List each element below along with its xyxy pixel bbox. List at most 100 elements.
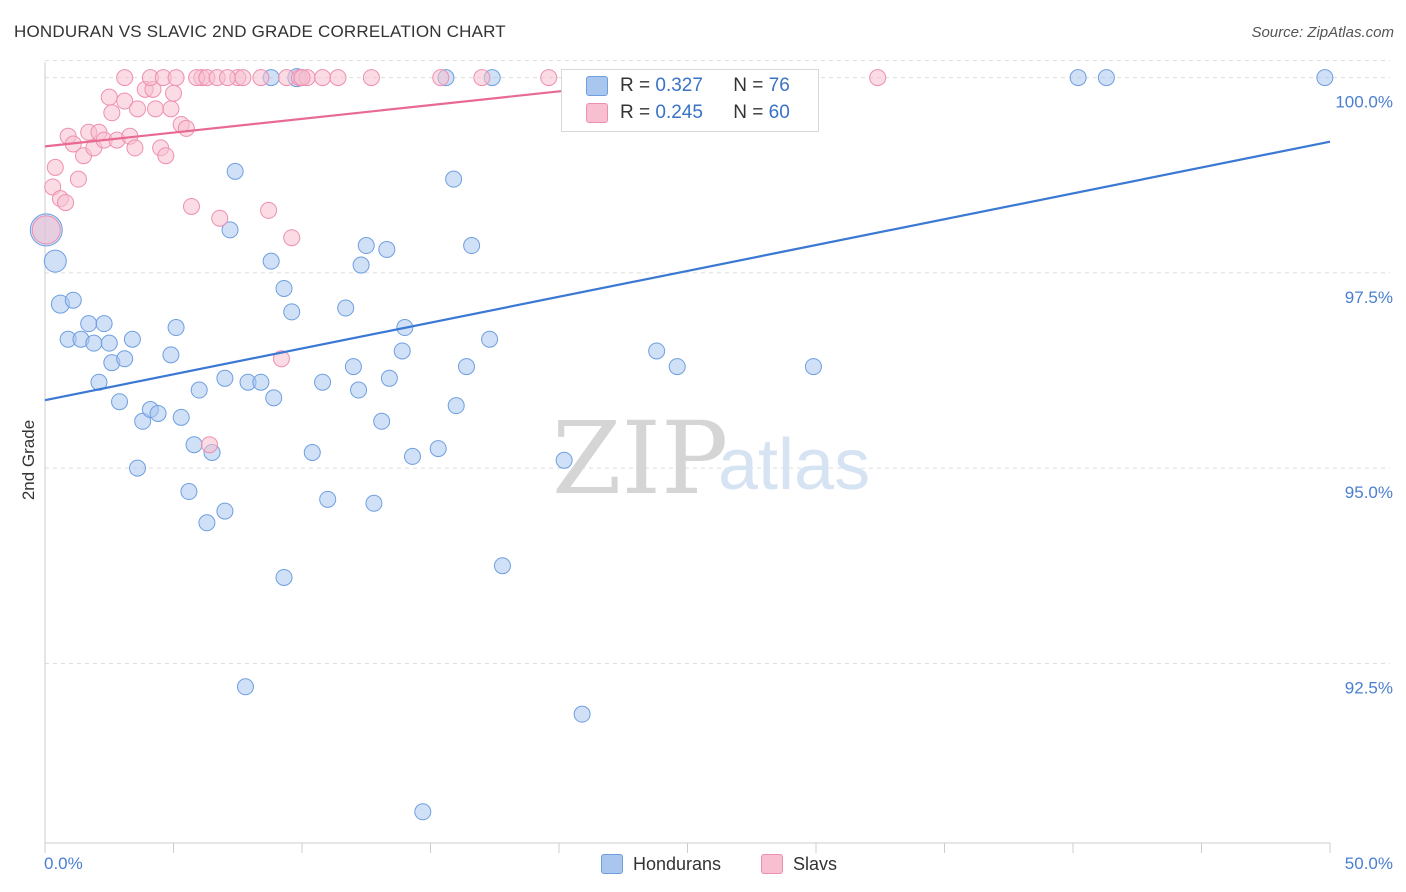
slav-point (314, 69, 332, 87)
honduran-point (463, 237, 481, 255)
slav-point (362, 69, 380, 87)
watermark-atlas: atlas (718, 425, 870, 505)
honduran-point (123, 330, 141, 348)
honduran-point (357, 237, 375, 255)
honduran-point (404, 447, 422, 465)
honduran-point (352, 256, 370, 274)
slav-point (540, 69, 558, 87)
slav-point (272, 350, 290, 368)
honduran-point (1316, 69, 1334, 87)
slav-point (218, 69, 236, 87)
slav-point (432, 69, 450, 87)
grid (45, 60, 1390, 664)
honduran-point (116, 350, 134, 368)
x-tick-label: 50.0% (1345, 854, 1393, 873)
r-label: R = (620, 75, 651, 96)
honduran-point (493, 557, 511, 575)
slav-point (162, 100, 180, 118)
slav-point (31, 215, 61, 245)
slav-point (57, 194, 75, 212)
honduran-point (555, 451, 573, 469)
honduran-point (365, 494, 383, 512)
slav-point (252, 69, 270, 87)
slavs-legend-label: Slavs (793, 853, 838, 874)
slavs-n-value: 60 (768, 102, 790, 123)
honduran-point (149, 404, 167, 422)
honduran-point (221, 221, 239, 239)
honduran-point (162, 346, 180, 364)
axis-labels: 2nd Grade (19, 420, 38, 500)
honduran-point (226, 162, 244, 180)
honduran-point (265, 389, 283, 407)
slav-point (329, 69, 347, 87)
honduran-point (350, 381, 368, 399)
honduran-point (393, 342, 411, 360)
axes: 92.5% 95.0% 97.5% 100.0% 0.0% 50.0% (44, 62, 1393, 873)
y-tick-label: 97.5% (1345, 288, 1393, 307)
honduran-point (573, 705, 591, 723)
honduran-point (429, 440, 447, 458)
honduran-point (275, 568, 293, 586)
honduran-point (447, 397, 465, 415)
slav-point (44, 178, 62, 196)
honduran-point (319, 490, 337, 508)
honduran-point (283, 303, 301, 321)
slav-point (147, 100, 165, 118)
legend-item-hondurans: Hondurans (601, 852, 721, 876)
slav-point (234, 69, 252, 87)
slav-point (100, 88, 118, 106)
honduran-point (172, 408, 190, 426)
honduran-point (378, 240, 396, 258)
slav-point (869, 69, 887, 87)
slav-point (293, 69, 311, 87)
honduran-point (64, 291, 82, 309)
honduran-point (95, 315, 113, 333)
honduran-point (804, 358, 822, 376)
slav-point (129, 100, 147, 118)
slavs-legend-swatch (761, 854, 783, 874)
honduran-point (43, 249, 67, 273)
slav-point (116, 69, 134, 87)
honduran-trend-line (44, 140, 1331, 402)
slav-point (116, 92, 134, 110)
y-tick-label: 92.5% (1345, 678, 1393, 697)
stats-legend: R = 0.327 N = 76 R = 0.245 N = 60 (561, 69, 819, 132)
honduran-point (190, 381, 208, 399)
slav-point (165, 84, 182, 102)
honduran-point (344, 358, 362, 376)
n-label: N = (733, 102, 764, 123)
slavs-r-value: 0.245 (655, 102, 703, 123)
legend-item-slavs: Slavs (761, 852, 837, 876)
slav-point (283, 229, 301, 247)
y-tick-label: 95.0% (1345, 483, 1393, 502)
honduran-point (216, 369, 234, 387)
honduran-point (481, 330, 499, 348)
honduran-point (275, 279, 293, 297)
honduran-point (337, 299, 355, 317)
legend-row-slavs: R = 0.245 N = 60 (586, 100, 790, 126)
honduran-point (668, 358, 686, 376)
watermark: ZIP atlas (552, 400, 870, 517)
y-axis-label: 2nd Grade (19, 420, 38, 500)
honduran-point (167, 319, 185, 337)
slav-point (46, 158, 64, 176)
slav-point (157, 147, 175, 165)
hondurans-n-value: 76 (768, 75, 790, 96)
honduran-point (180, 483, 198, 501)
watermark-zip: ZIP (552, 400, 728, 517)
honduran-point (185, 436, 203, 454)
honduran-point (1097, 69, 1115, 87)
honduran-point (111, 393, 129, 411)
honduran-point (216, 502, 234, 520)
hondurans-r-value: 0.327 (655, 75, 703, 96)
slav-point (69, 170, 87, 188)
n-label: N = (733, 75, 764, 96)
slavs-swatch (586, 103, 608, 123)
hondurans-swatch (586, 76, 608, 96)
slav-point (200, 436, 218, 454)
honduran-point (80, 315, 98, 333)
honduran-point (198, 514, 216, 532)
honduran-point (414, 803, 432, 821)
hondurans-legend-swatch (601, 854, 623, 874)
